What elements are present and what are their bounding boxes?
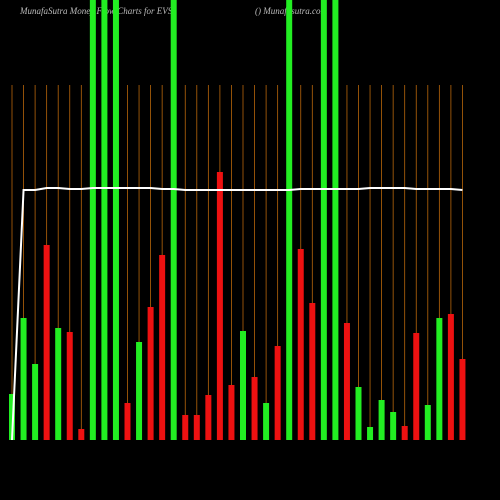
- bar: [147, 307, 154, 440]
- bar: [459, 359, 466, 440]
- bar: [9, 394, 15, 440]
- bar: [390, 412, 397, 440]
- bar: [413, 333, 420, 440]
- bar: [32, 364, 39, 440]
- bar: [43, 245, 50, 440]
- bar: [136, 342, 143, 440]
- bar: [78, 429, 85, 440]
- line: [11, 187, 463, 441]
- bar: [424, 405, 431, 440]
- bar: [309, 303, 316, 440]
- bar: [55, 328, 62, 440]
- bar: [274, 346, 281, 440]
- bar: [263, 403, 270, 440]
- bar: [240, 331, 246, 440]
- bar: [228, 385, 235, 440]
- bar: [355, 387, 362, 440]
- bar: [124, 403, 131, 440]
- bar: [216, 172, 223, 440]
- bar: [20, 318, 27, 440]
- bar: [182, 415, 189, 440]
- bar: [66, 332, 73, 440]
- bar: [205, 395, 212, 440]
- bar: [436, 318, 443, 440]
- bar: [378, 400, 385, 440]
- bar: [89, 0, 96, 440]
- bar: [367, 427, 374, 440]
- bar: [101, 0, 108, 440]
- bar: [332, 0, 339, 440]
- bar: [297, 249, 304, 440]
- bar: [112, 0, 119, 440]
- chart-title: MunafaSutra Money Flow Charts for EVSI: [19, 6, 176, 16]
- bar: [343, 323, 350, 440]
- bar: [159, 255, 166, 440]
- bar: [447, 314, 454, 440]
- bar: [251, 377, 258, 440]
- bar: [170, 0, 177, 440]
- bar: [401, 426, 408, 440]
- bar: [320, 0, 327, 440]
- bar: [193, 415, 200, 440]
- bar: [286, 0, 293, 440]
